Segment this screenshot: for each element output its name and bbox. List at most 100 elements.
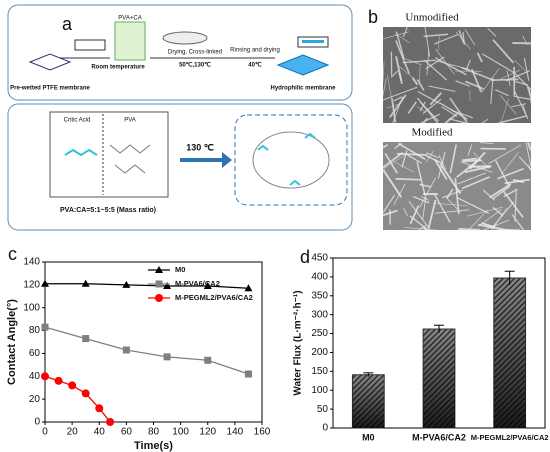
fiber bbox=[403, 207, 408, 216]
y-tick-label: 100 bbox=[311, 385, 328, 396]
x-tick-label: 100 bbox=[172, 427, 189, 438]
fiber bbox=[402, 59, 436, 64]
fiber bbox=[418, 225, 427, 231]
y-tick-label: 300 bbox=[311, 309, 328, 320]
bar-shade bbox=[493, 278, 526, 428]
fiber bbox=[387, 74, 392, 99]
fiber bbox=[425, 155, 442, 164]
fiber bbox=[499, 94, 517, 115]
fiber bbox=[492, 206, 503, 216]
fiber bbox=[481, 118, 489, 124]
fiber bbox=[441, 189, 463, 199]
fiber bbox=[393, 96, 403, 102]
fiber bbox=[435, 48, 455, 75]
fiber bbox=[393, 161, 415, 173]
fiber bbox=[433, 192, 451, 224]
fiber bbox=[468, 209, 489, 231]
y-axis-title: Water Flux (L·m⁻²·h⁻¹) bbox=[293, 290, 304, 395]
fiber bbox=[460, 161, 493, 173]
fiber bbox=[491, 78, 519, 82]
fiber bbox=[522, 35, 528, 46]
fiber bbox=[395, 31, 405, 60]
label: Critic Acid bbox=[64, 118, 91, 124]
fiber bbox=[467, 144, 473, 157]
fiber bbox=[382, 61, 385, 83]
fiber bbox=[388, 94, 407, 119]
fiber bbox=[513, 95, 532, 100]
marker bbox=[95, 404, 104, 413]
series-line bbox=[44, 326, 249, 375]
fiber bbox=[425, 56, 445, 70]
fiber bbox=[398, 65, 414, 79]
fiber bbox=[479, 142, 494, 144]
fiber bbox=[487, 27, 497, 37]
legend-marker bbox=[155, 280, 163, 288]
fiber bbox=[476, 52, 483, 63]
fiber bbox=[416, 79, 425, 91]
fiber bbox=[422, 98, 442, 115]
fiber bbox=[502, 190, 524, 218]
marker bbox=[122, 346, 130, 354]
fiber bbox=[419, 177, 437, 208]
fiber bbox=[514, 190, 517, 222]
fiber bbox=[409, 205, 420, 225]
fiber bbox=[438, 35, 440, 51]
fiber bbox=[500, 152, 519, 175]
fiber bbox=[393, 183, 406, 205]
fiber bbox=[411, 77, 419, 86]
fiber bbox=[433, 202, 468, 206]
marker bbox=[54, 376, 63, 385]
fiber bbox=[384, 153, 398, 174]
marker bbox=[163, 353, 171, 361]
fiber bbox=[419, 183, 432, 188]
y-tick-label: 140 bbox=[23, 257, 40, 268]
process-box bbox=[7, 4, 353, 101]
fiber bbox=[420, 196, 430, 201]
panel-label: b bbox=[368, 7, 378, 27]
fiber bbox=[506, 70, 511, 86]
fiber bbox=[392, 96, 404, 124]
fiber bbox=[526, 86, 532, 98]
membrane-icon bbox=[74, 39, 106, 51]
y-tick-label: 100 bbox=[23, 302, 40, 313]
y-tick-label: 20 bbox=[29, 394, 41, 405]
fiber bbox=[434, 158, 448, 180]
fiber bbox=[441, 106, 458, 117]
x-tick-label: 160 bbox=[254, 427, 271, 438]
fiber bbox=[490, 201, 515, 230]
fiber bbox=[462, 31, 466, 45]
legend-label: M0 bbox=[175, 265, 185, 274]
fiber bbox=[446, 188, 454, 199]
label: Pre-wetted PTFE membrane bbox=[10, 86, 90, 92]
marker bbox=[122, 280, 131, 288]
fiber bbox=[383, 153, 407, 170]
x-tick-label: 0 bbox=[42, 427, 48, 438]
fiber bbox=[382, 78, 387, 96]
x-tick-label: M-PVA6/CA2 bbox=[412, 432, 466, 442]
fiber bbox=[483, 223, 509, 231]
y-tick-label: 120 bbox=[23, 279, 40, 290]
label: PVA:CA=5:1~5:5 (Mass ratio) bbox=[60, 207, 156, 214]
fiber bbox=[424, 26, 431, 57]
fiber bbox=[427, 199, 437, 230]
fiber bbox=[464, 29, 476, 46]
marker bbox=[81, 279, 90, 287]
marker bbox=[41, 323, 49, 331]
fiber bbox=[488, 144, 522, 164]
y-tick-label: 50 bbox=[317, 404, 329, 415]
fiber bbox=[457, 172, 487, 185]
fiber bbox=[382, 151, 404, 169]
label: PVA+CA bbox=[118, 16, 141, 22]
fiber bbox=[407, 154, 422, 164]
fiber bbox=[382, 169, 403, 198]
fiber bbox=[395, 40, 411, 74]
fiber bbox=[437, 151, 446, 179]
y-tick-label: 80 bbox=[29, 325, 41, 336]
panel-b: b Unmodified Modified bbox=[368, 7, 532, 231]
fiber bbox=[402, 26, 408, 38]
fiber bbox=[500, 99, 509, 124]
legend-label: M-PVA6/CA2 bbox=[175, 279, 220, 288]
y-tick-label: 400 bbox=[311, 272, 328, 283]
fiber bbox=[526, 142, 532, 151]
fiber bbox=[467, 206, 503, 217]
